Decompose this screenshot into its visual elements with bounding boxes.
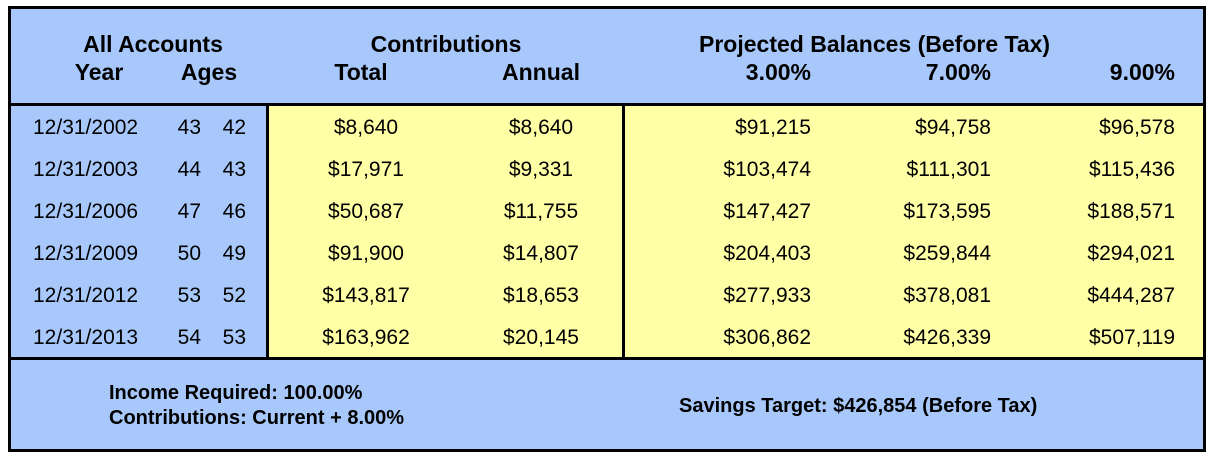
divider: [622, 106, 625, 357]
table-footer: Income Required: 100.00% Contributions: …: [11, 357, 1203, 452]
cell-date: 12/31/2009: [33, 242, 139, 265]
header-total: Total: [334, 59, 388, 85]
cell-proj-9: $444,287: [1087, 284, 1175, 307]
cell-age-1: 54: [177, 326, 201, 349]
cell-proj-3: $91,215: [735, 116, 811, 139]
retirement-projection-table: All Accounts Year Ages Contributions Tot…: [8, 6, 1206, 452]
cell-proj-3: $277,933: [723, 284, 811, 307]
cell-age-1: 43: [177, 116, 201, 139]
cell-total: $143,817: [322, 284, 410, 307]
header-annual: Annual: [502, 59, 580, 85]
cell-total: $17,971: [328, 158, 404, 181]
cell-proj-3: $204,403: [723, 242, 811, 265]
divider: [266, 106, 269, 357]
cell-proj-7: $173,595: [903, 200, 991, 223]
cell-date: 12/31/2012: [33, 284, 139, 307]
projections-column: [625, 106, 1203, 357]
cell-date: 12/31/2013: [33, 326, 139, 349]
cell-annual: $18,653: [503, 284, 579, 307]
cell-proj-3: $306,862: [723, 326, 811, 349]
table-row: 12/31/2012 53 52 $143,817 $18,653 $277,933 $37…: [11, 275, 1203, 317]
cell-date: 12/31/2006: [33, 200, 139, 223]
cell-annual: $20,145: [503, 326, 579, 349]
table-row: 12/31/2006 47 46 $50,687 $11,755 $147,427 $173…: [11, 191, 1203, 233]
cell-proj-3: $147,427: [723, 200, 811, 223]
cell-age-2: 46: [222, 200, 246, 223]
cell-annual: $11,755: [503, 200, 579, 223]
cell-age-1: 53: [177, 284, 201, 307]
cell-age-2: 52: [222, 284, 246, 307]
header-ages: Ages: [180, 59, 238, 85]
cell-age-2: 49: [222, 242, 246, 265]
cell-date: 12/31/2003: [33, 158, 139, 181]
cell-age-1: 50: [177, 242, 201, 265]
cell-date: 12/31/2002: [33, 116, 139, 139]
cell-proj-7: $259,844: [903, 242, 991, 265]
header-rate-9: 9.00%: [1109, 59, 1175, 85]
cell-age-1: 44: [177, 158, 201, 181]
header-year: Year: [74, 59, 124, 85]
cell-age-1: 47: [177, 200, 201, 223]
cell-annual: $14,807: [503, 242, 579, 265]
cell-total: $8,640: [333, 116, 399, 139]
cell-proj-3: $103,474: [723, 158, 811, 181]
table-row: 12/31/2013 54 53 $163,962 $20,145 $306,862 $42…: [11, 317, 1203, 359]
cell-total: $163,962: [322, 326, 410, 349]
header-all-accounts: All Accounts: [83, 31, 223, 57]
contributions-note: Contributions: Current + 8.00%: [109, 407, 405, 429]
cell-age-2: 43: [222, 158, 246, 181]
cell-annual: $8,640: [508, 116, 574, 139]
cell-proj-7: $378,081: [903, 284, 991, 307]
income-required: Income Required: 100.00%: [109, 382, 363, 404]
table-row: 12/31/2009 50 49 $91,900 $14,807 $204,403 $259…: [11, 233, 1203, 275]
table-header: All Accounts Year Ages Contributions Tot…: [11, 9, 1203, 106]
cell-proj-7: $111,301: [906, 158, 991, 181]
cell-total: $91,900: [328, 242, 404, 265]
cell-proj-9: $507,119: [1088, 326, 1175, 349]
cell-proj-7: $94,758: [915, 116, 991, 139]
savings-target: Savings Target: $426,854 (Before Tax): [679, 395, 1038, 417]
header-rate-7: 7.00%: [925, 59, 991, 85]
contributions-column: [269, 106, 622, 357]
cell-age-2: 42: [222, 116, 246, 139]
cell-proj-9: $294,021: [1087, 242, 1175, 265]
date-age-column: [11, 106, 266, 357]
cell-proj-9: $96,578: [1099, 116, 1175, 139]
cell-age-2: 53: [222, 326, 246, 349]
header-projected-balances: Projected Balances (Before Tax): [699, 31, 1051, 57]
cell-proj-9: $115,436: [1088, 158, 1175, 181]
cell-proj-7: $426,339: [903, 326, 991, 349]
table-row: 12/31/2002 43 42 $8,640 $8,640 $91,215 $94,758…: [11, 107, 1203, 149]
header-contributions: Contributions: [370, 31, 522, 57]
header-rate-3: 3.00%: [745, 59, 811, 85]
table-body: 12/31/2002 43 42 $8,640 $8,640 $91,215 $94,758…: [11, 106, 1203, 357]
cell-total: $50,687: [328, 200, 404, 223]
cell-proj-9: $188,571: [1087, 200, 1175, 223]
table-row: 12/31/2003 44 43 $17,971 $9,331 $103,474 $111,…: [11, 149, 1203, 191]
cell-annual: $9,331: [508, 158, 574, 181]
